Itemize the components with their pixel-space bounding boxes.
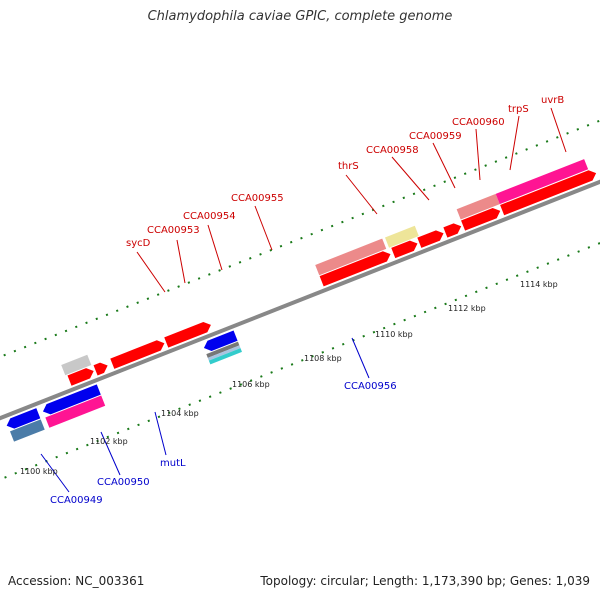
scale-tick-1114: 1114 kbp — [520, 280, 558, 289]
label-cca00958[interactable]: CCA00958 — [366, 145, 419, 156]
scale-tick-1102: 1102 kbp — [90, 437, 128, 446]
scale-tick-1110: 1110 kbp — [375, 330, 413, 339]
label-cca00955[interactable]: CCA00955 — [231, 193, 284, 204]
scale-tick-1112: 1112 kbp — [448, 304, 486, 313]
gene-cca00956[interactable] — [202, 330, 238, 353]
gene-uvrb-arrow[interactable] — [500, 168, 598, 216]
scale-tick-1104: 1104 kbp — [161, 409, 199, 418]
gene-cca00960[interactable] — [417, 228, 445, 248]
forward-guide-line — [0, 81, 600, 413]
gene-uvrb[interactable] — [495, 159, 589, 205]
gene-thrs[interactable] — [319, 249, 393, 287]
gene-cca00950c[interactable] — [9, 419, 45, 442]
label-uvrb[interactable]: uvrB — [541, 95, 564, 106]
label-cca00956[interactable]: CCA00956 — [344, 381, 397, 392]
gene-mutl[interactable] — [41, 384, 101, 416]
topology-text: Topology: circular; Length: 1,173,390 bp… — [260, 574, 590, 588]
scale-tick-1108: 1108 kbp — [304, 354, 342, 363]
label-cca00950[interactable]: CCA00950 — [97, 477, 150, 488]
label-cca00953[interactable]: CCA00953 — [147, 225, 200, 236]
gene-trps-arrow[interactable] — [461, 206, 502, 231]
accession-text: Accession: NC_003361 — [8, 574, 145, 588]
gene-cca00955[interactable] — [110, 338, 166, 369]
label-cca00954[interactable]: CCA00954 — [183, 211, 236, 222]
gene-cca00956c[interactable] — [207, 345, 241, 361]
gene-cca00956b[interactable] — [206, 341, 240, 358]
label-cca00949[interactable]: CCA00949 — [50, 495, 103, 506]
gene-cca00950b[interactable] — [5, 408, 41, 431]
gene-cca00954[interactable] — [93, 360, 110, 376]
forward-leader-lines — [136, 107, 567, 293]
label-cca00959[interactable]: CCA00959 — [409, 131, 462, 142]
label-thrs[interactable]: thrS — [338, 161, 359, 172]
gene-cca00955b[interactable] — [164, 320, 213, 348]
genome-backbone — [0, 133, 600, 467]
gene-cca00960b[interactable] — [443, 221, 463, 238]
scale-tick-1100: 1100 kbp — [20, 467, 58, 476]
gene-mutl-b[interactable] — [45, 395, 106, 428]
label-trps[interactable]: trpS — [508, 104, 529, 115]
map-title: Chlamydophila caviae GPIC, complete geno… — [147, 9, 453, 24]
gene-cca00956d[interactable] — [208, 348, 242, 365]
label-cca00960[interactable]: CCA00960 — [452, 117, 505, 128]
gene-cca00955-region[interactable] — [315, 238, 387, 276]
gene-cca00958[interactable] — [385, 225, 419, 248]
gene-trps[interactable] — [456, 193, 500, 220]
gene-cca00953[interactable] — [67, 366, 95, 386]
label-mutl[interactable]: mutL — [160, 458, 186, 469]
gene-cca00959[interactable] — [391, 238, 419, 259]
label-sycd[interactable]: sycD — [126, 238, 151, 249]
gene-sycd[interactable] — [61, 354, 92, 376]
reverse-leader-lines — [40, 337, 370, 493]
scale-tick-1106: 1106 kbp — [232, 380, 270, 389]
